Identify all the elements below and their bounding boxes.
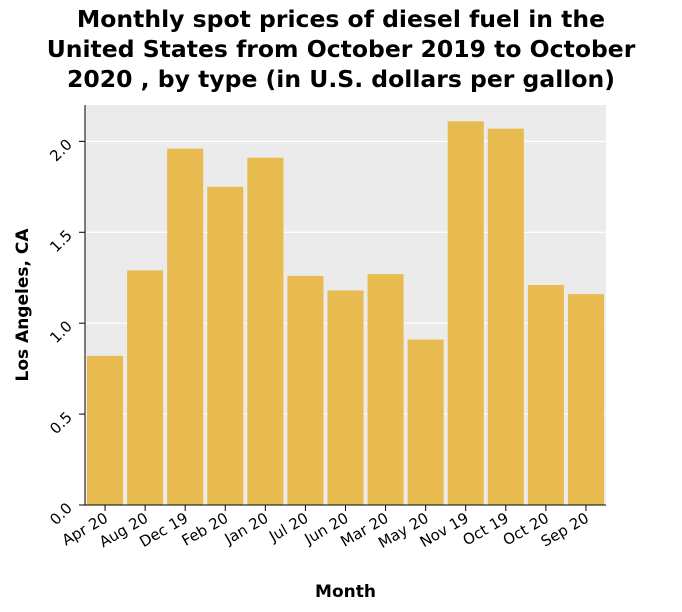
- chart-title: Monthly spot prices of diesel fuel in th…: [0, 4, 682, 94]
- bar: [447, 121, 484, 505]
- bar: [367, 274, 404, 505]
- y-tick-labels: 0.0 0.5 1.0 1.5 2.0: [46, 135, 76, 528]
- bar: [527, 285, 564, 505]
- x-tick-label: Oct 19: [460, 509, 512, 549]
- axes: [79, 105, 606, 511]
- bar: [247, 157, 284, 505]
- x-tick-label: Jan 20: [221, 509, 272, 549]
- bar: [127, 270, 164, 505]
- chart-title-line-1: Monthly spot prices of diesel fuel in th…: [76, 5, 606, 33]
- bar: [87, 355, 124, 505]
- bar: [567, 294, 604, 505]
- bar: [287, 275, 324, 505]
- y-tick-label: 2.0: [46, 135, 76, 165]
- bars: [87, 121, 604, 506]
- y-tick-label: 1.5: [46, 226, 76, 256]
- bar: [487, 128, 524, 506]
- y-tick-label: 0.0: [46, 499, 76, 529]
- x-tick-label: Feb 20: [179, 509, 232, 550]
- bar: [407, 339, 444, 505]
- bar: [167, 148, 204, 506]
- bar: [327, 290, 364, 505]
- chart-title-line-2: United States from October 2019 to Octob…: [46, 35, 636, 63]
- x-axis-label: Month: [315, 582, 376, 602]
- y-tick-label: 1.0: [46, 317, 76, 347]
- y-tick-label: 0.5: [46, 408, 76, 438]
- x-tick-label: Jul 20: [265, 509, 311, 546]
- bar: [207, 186, 244, 505]
- y-axis-label: Los Angeles, CA: [13, 228, 33, 382]
- chart-title-line-3: 2020 , by type (in U.S. dollars per gall…: [67, 65, 615, 93]
